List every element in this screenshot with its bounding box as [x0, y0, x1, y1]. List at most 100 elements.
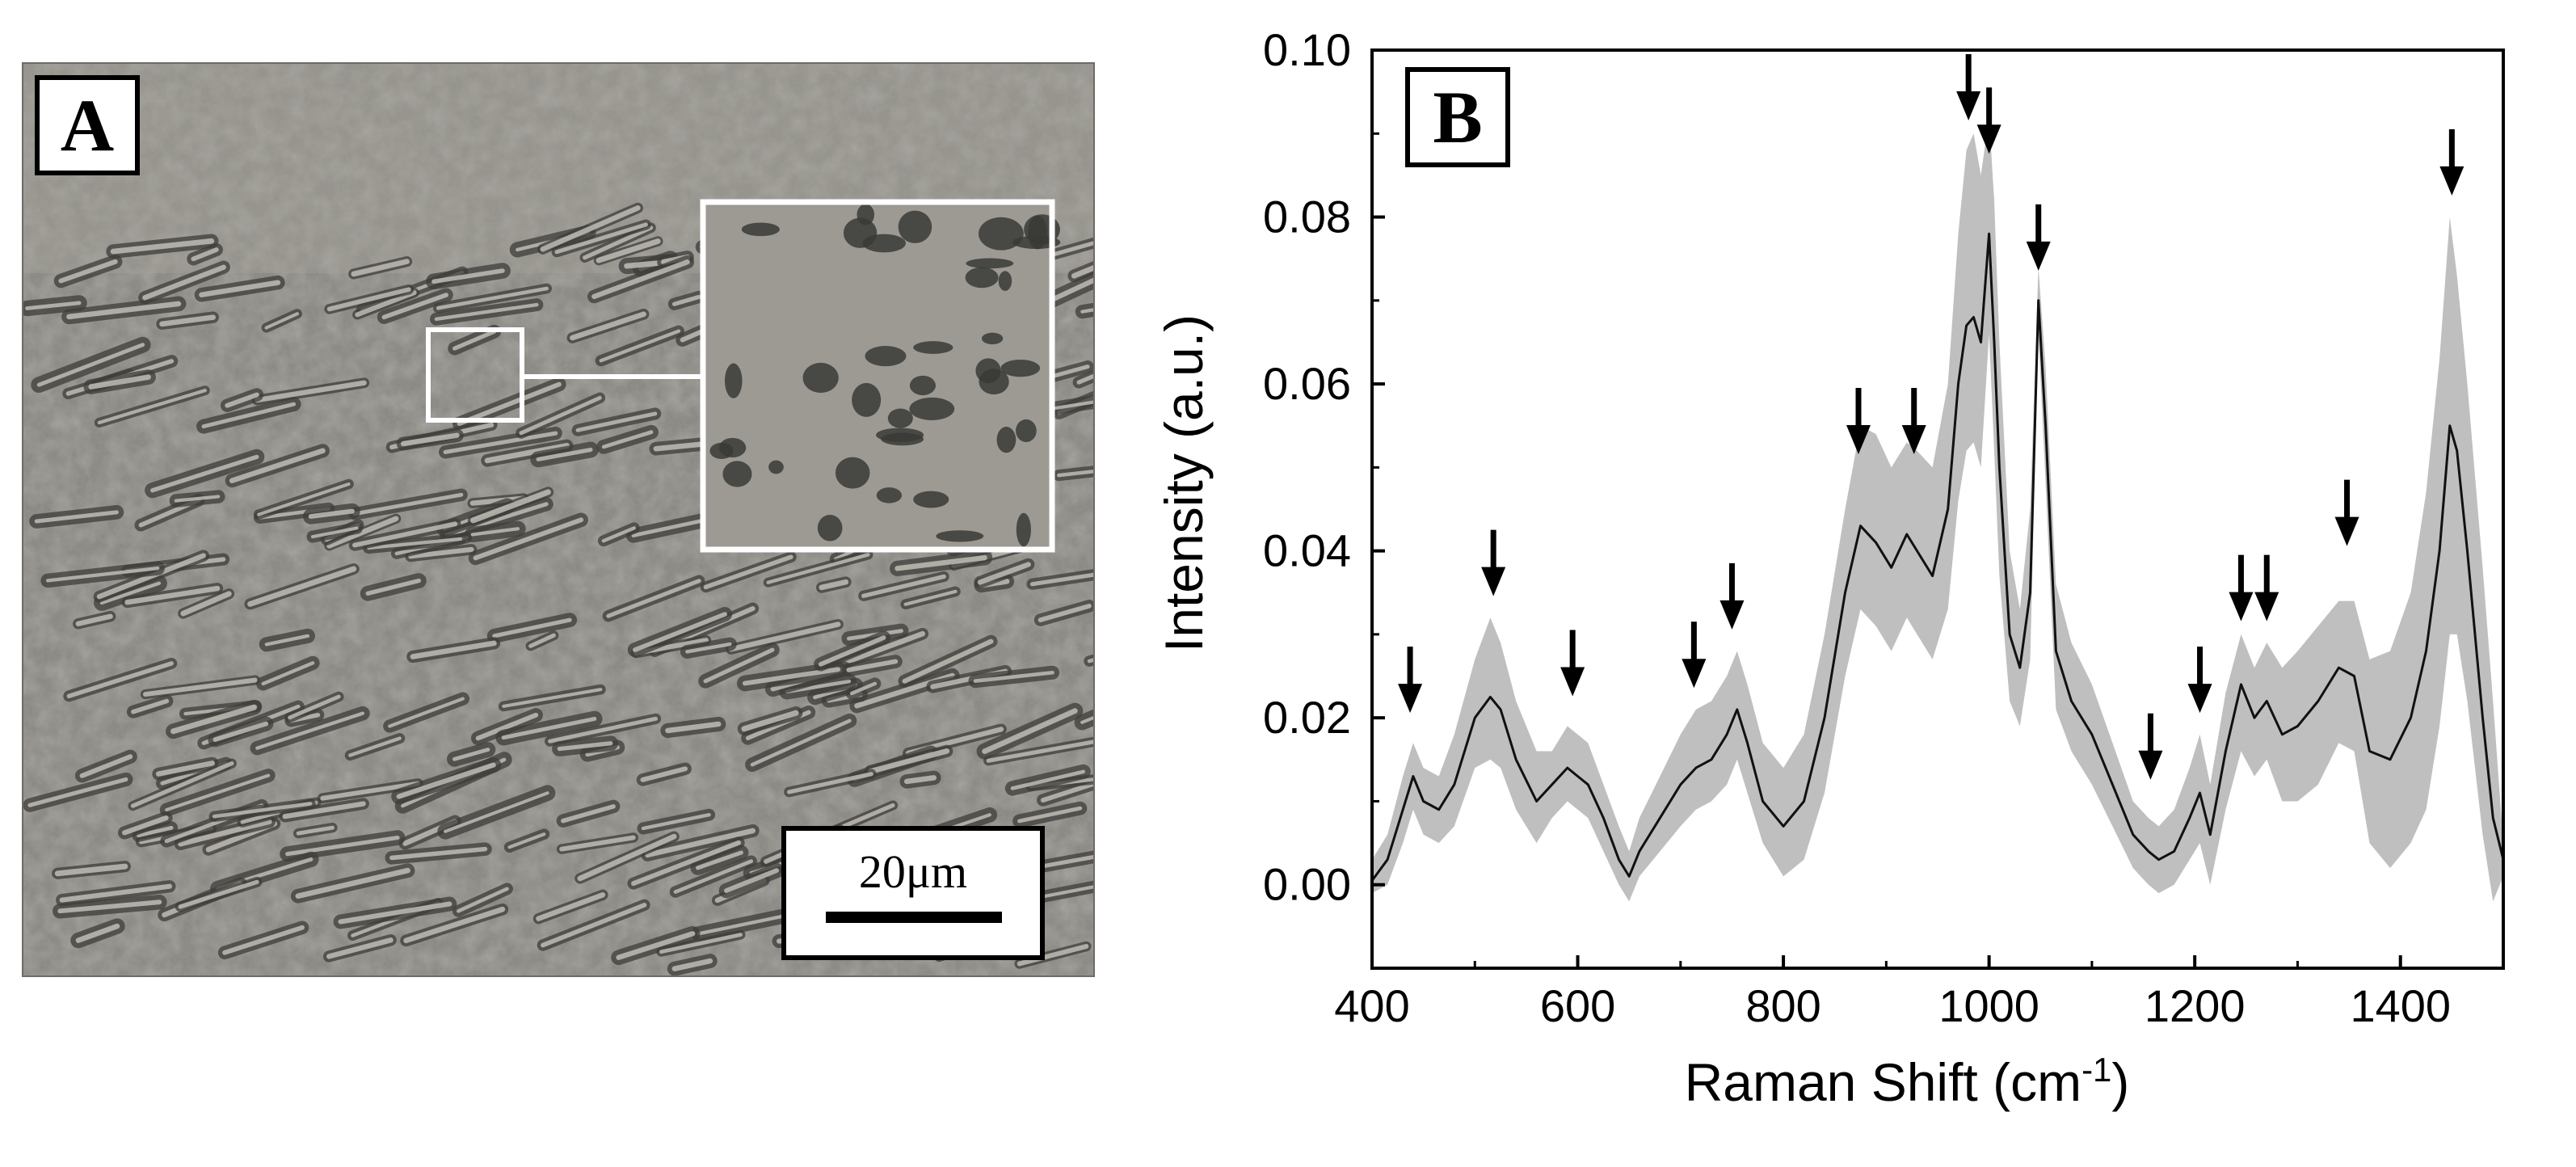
inset-particle: [1016, 512, 1031, 547]
zoom-inset: [700, 199, 1061, 553]
peak-arrow: [1682, 621, 1707, 689]
dendrite-core: [174, 495, 221, 503]
inset-particle: [1016, 419, 1037, 443]
inset-particle: [913, 491, 949, 508]
dendrite-core: [388, 697, 465, 728]
x-tick-label: 1000: [1938, 980, 2039, 1031]
dendrite-core: [288, 694, 341, 720]
dendrite-core: [606, 579, 701, 618]
dendrite-core: [170, 704, 257, 735]
inset-particle: [979, 369, 1009, 395]
dendrite-core: [381, 293, 449, 320]
dendrite-core: [225, 392, 259, 408]
peak-arrow-head: [1956, 91, 1981, 120]
dendrite-core: [54, 863, 128, 877]
dendrite-core: [697, 912, 798, 936]
dendrite-core: [894, 554, 987, 571]
inset-particle: [936, 530, 984, 542]
peak-arrow-head: [2254, 592, 2279, 621]
peak-arrow: [2138, 713, 2163, 780]
dendrite-core: [97, 388, 207, 425]
peak-arrow: [2334, 479, 2359, 546]
dendrite-core: [519, 395, 602, 436]
dendrite-core: [703, 647, 775, 684]
dendrite-core: [57, 899, 162, 914]
dendrite-core: [507, 832, 546, 849]
peak-arrow: [1846, 388, 1871, 455]
dendrite-core: [27, 777, 128, 807]
dendrite-core: [561, 804, 616, 824]
y-tick-label: 0.02: [1263, 692, 1351, 743]
dendrite-core: [645, 828, 756, 858]
dendrite-core: [1071, 264, 1094, 279]
mean-spectrum: [1370, 232, 2505, 882]
inset-particle: [802, 362, 839, 394]
dendrite-core: [559, 835, 636, 852]
x-tick-label: 600: [1540, 980, 1615, 1031]
scale-bar: 20μm: [781, 826, 1045, 960]
dendrite-core: [365, 578, 422, 596]
dendrite-core: [583, 225, 654, 260]
peak-arrow: [1560, 630, 1585, 697]
dendrite-core: [452, 748, 490, 761]
dendrite-core: [308, 508, 355, 519]
inset-particle: [768, 460, 784, 474]
y-tick-label: 0.10: [1263, 24, 1351, 75]
peak-arrow-head: [2026, 241, 2051, 271]
dendrite-core: [977, 562, 1031, 585]
dendrite-core: [868, 748, 950, 774]
dendrite-core: [1029, 572, 1094, 587]
dendrite-core: [264, 312, 299, 330]
dendrite-core: [396, 762, 496, 799]
dendrite-core: [766, 553, 870, 584]
peak-arrow: [1481, 529, 1506, 596]
inset-particle: [909, 397, 955, 420]
dendrite-core: [601, 430, 654, 449]
dendrite-core: [255, 711, 365, 750]
dendrite-core: [443, 431, 558, 454]
dendrite-core: [400, 432, 460, 447]
inset-particle: [722, 461, 752, 487]
dendrite-core: [570, 311, 646, 341]
panel-b-label-text: B: [1433, 76, 1482, 158]
dendrite-core: [25, 301, 82, 310]
inset-particle: [996, 427, 1017, 453]
dendrite-core: [452, 329, 497, 351]
dendrite-core: [201, 402, 297, 429]
dendrite-core: [554, 222, 648, 255]
dendrite-core: [131, 698, 170, 714]
dendrite-core: [484, 443, 570, 464]
peak-arrow-head: [1901, 425, 1926, 455]
peak-arrow-head: [1682, 659, 1707, 689]
dendrite-core: [34, 510, 119, 524]
peak-arrow: [2254, 554, 2279, 621]
peak-arrow-head: [1846, 425, 1871, 455]
dendrite-core: [199, 280, 281, 297]
dendrite-core: [641, 812, 711, 831]
inset-particle: [835, 457, 870, 489]
dendrite-core: [178, 879, 259, 909]
y-axis-label: Intensity (a.u.): [1154, 314, 1214, 652]
peak-arrow: [1719, 562, 1745, 630]
x-tick-label: 400: [1334, 980, 1409, 1031]
peak-arrow-head: [1481, 567, 1506, 596]
inset-particle: [981, 332, 1004, 345]
std-band: [1372, 116, 2503, 902]
dendrite-core: [444, 791, 549, 833]
dendrite-core: [601, 526, 636, 543]
dendrite-core: [75, 613, 113, 626]
dendrite-core: [338, 901, 452, 925]
dendrite-core: [541, 903, 647, 948]
dendrite-core: [326, 287, 411, 312]
y-tick-label: 0.08: [1263, 192, 1351, 242]
dendrite-core: [685, 642, 732, 654]
dendrite-core: [355, 290, 417, 318]
inset-particle: [913, 341, 953, 354]
dendrite-core: [1057, 470, 1094, 478]
mean-spectrum-line: [1370, 232, 2505, 882]
y-tick-label: 0.00: [1263, 859, 1351, 910]
dendrite-core: [786, 772, 873, 794]
dendrite-core: [367, 537, 463, 550]
micrograph-panel: A 20μm: [22, 62, 1095, 977]
peak-arrow: [2026, 204, 2051, 271]
